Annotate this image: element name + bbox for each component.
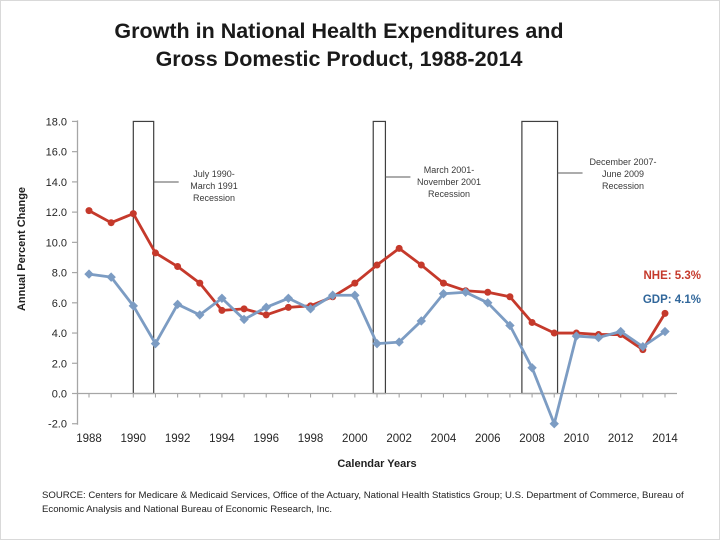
recession-label: November 2001 — [417, 177, 481, 187]
gdp-marker — [505, 320, 515, 331]
gdp-marker — [106, 272, 116, 282]
x-axis-title: Calendar Years — [337, 458, 417, 470]
x-tick-label: 1994 — [209, 433, 235, 445]
x-tick-label: 2008 — [519, 433, 545, 445]
x-tick-label: 2004 — [431, 433, 457, 445]
y-tick-label: 6.0 — [52, 298, 67, 310]
nhe-marker — [129, 210, 137, 218]
y-tick-label: 2.0 — [52, 358, 67, 370]
nhe-marker — [417, 261, 425, 269]
y-tick-label: 16.0 — [46, 147, 67, 159]
recession-label: March 1991 — [190, 181, 238, 191]
nhe-marker — [107, 219, 115, 227]
gdp-marker — [483, 298, 493, 308]
nhe-marker — [528, 318, 536, 326]
y-tick-label: 0.0 — [52, 389, 67, 401]
x-tick-label: 1996 — [253, 433, 279, 445]
gdp-marker — [394, 337, 404, 347]
nhe-marker — [351, 279, 359, 287]
x-tick-label: 1998 — [298, 433, 324, 445]
x-tick-label: 1992 — [165, 433, 191, 445]
gdp-marker — [438, 289, 449, 299]
recession-label: June 2009 — [602, 169, 644, 179]
y-tick-label: 14.0 — [46, 177, 67, 189]
x-tick-label: 1990 — [121, 433, 147, 445]
gdp-marker — [327, 290, 338, 300]
chart-title-line2: Gross Domestic Product, 1988-2014 — [155, 47, 523, 71]
source-note: SOURCE: Centers for Medicare & Medicaid … — [42, 490, 684, 515]
gdp-marker — [84, 269, 94, 279]
gdp-marker — [571, 331, 582, 341]
nhe-marker — [661, 309, 669, 317]
y-tick-label: 12.0 — [46, 207, 67, 219]
x-tick-label: 2002 — [386, 433, 412, 445]
nhe-marker — [395, 244, 403, 252]
nhe-marker — [151, 249, 159, 257]
gdp-marker — [305, 304, 316, 314]
nhe-marker — [85, 207, 93, 215]
y-tick-label: 4.0 — [52, 328, 67, 340]
recession-label: Recession — [193, 193, 235, 203]
gdp-marker — [615, 326, 626, 337]
gdp-marker — [195, 310, 205, 320]
recession-band — [521, 120, 559, 395]
chart-title-line1: Growth in National Health Expenditures a… — [114, 19, 564, 43]
nhe-marker — [506, 293, 514, 301]
nhe-marker — [196, 279, 204, 287]
gdp-marker — [638, 341, 648, 352]
x-tick-label: 1988 — [76, 433, 102, 445]
gdp-marker — [460, 287, 471, 297]
gdp-marker — [372, 338, 382, 349]
nhe-marker — [240, 305, 248, 313]
gdp-marker — [261, 302, 271, 313]
y-tick-label: 18.0 — [46, 116, 67, 128]
nhe-line — [87, 209, 667, 352]
nhe-marker — [373, 261, 381, 269]
recession-band — [132, 120, 155, 395]
x-tick-label: 2012 — [608, 433, 634, 445]
gdp-marker — [283, 293, 294, 303]
recession-band — [372, 120, 387, 395]
nhe-end-label: NHE: 5.3% — [643, 270, 701, 282]
gdp-marker — [416, 316, 427, 326]
x-tick-label: 2010 — [564, 433, 590, 445]
x-tick-label: 2014 — [652, 433, 678, 445]
nhe-marker — [262, 311, 270, 319]
x-tick-label: 2000 — [342, 433, 368, 445]
gdp-marker — [128, 301, 139, 311]
gdp-marker — [150, 338, 161, 349]
nhe-marker — [484, 288, 492, 296]
y-tick-label: 8.0 — [52, 268, 67, 280]
recession-label: March 2001- — [424, 165, 475, 175]
gdp-marker — [660, 326, 670, 337]
nhe-marker — [174, 263, 182, 271]
nhe-marker — [550, 329, 558, 337]
gdp-marker — [593, 332, 604, 343]
x-tick-label: 2006 — [475, 433, 501, 445]
recession-label: December 2007- — [589, 157, 656, 167]
recession-label: Recession — [602, 181, 644, 191]
recession-label: Recession — [428, 189, 470, 199]
gdp-line — [87, 272, 667, 426]
gdp-marker — [239, 314, 249, 325]
gdp-marker — [217, 293, 227, 303]
nhe-marker — [439, 279, 447, 287]
gdp-marker — [172, 299, 183, 310]
y-tick-label: -2.0 — [48, 419, 67, 431]
gdp-end-label: GDP: 4.1% — [643, 294, 701, 306]
chart-title: Growth in National Health Expenditures a… — [21, 17, 657, 73]
gdp-marker — [527, 363, 537, 373]
recession-label: July 1990- — [193, 169, 235, 179]
gdp-marker — [549, 419, 559, 429]
nhe-marker — [218, 306, 226, 314]
y-tick-label: 10.0 — [46, 237, 67, 249]
nhe-marker — [284, 303, 292, 311]
gdp-marker — [350, 290, 360, 300]
